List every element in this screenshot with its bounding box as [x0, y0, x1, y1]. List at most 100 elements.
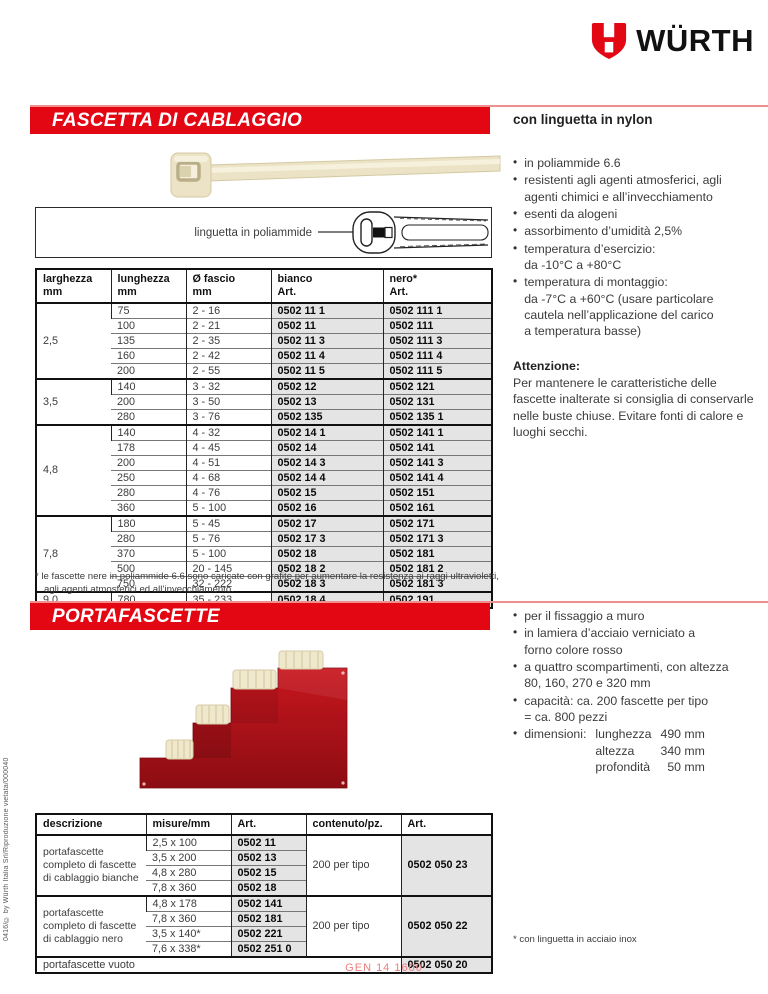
bullet-icon: • [513, 726, 518, 741]
cell-art-bianco: 0502 18 [270, 545, 383, 562]
section2-topline [30, 601, 768, 603]
cell-art-bianco: 0502 11 3 [270, 332, 383, 349]
table-row: 7,8 x 360 0502 18 [36, 879, 492, 896]
bullet-text: temperatura di montaggio: da -7°C a +60°… [524, 275, 714, 339]
cell-art: 0502 221 [230, 925, 306, 942]
bullet-icon: • [513, 223, 518, 238]
col-header-descrizione: descrizione [36, 814, 146, 836]
bullet-icon: • [513, 154, 518, 169]
attention-title: Attenzione: [513, 358, 580, 373]
cell-fascio: 3 - 76 [185, 408, 271, 425]
bullet-item: • a quattro scompartimenti, con altezza 8… [513, 659, 757, 692]
brand-text: WÜRTH [636, 23, 754, 58]
cell-art-bianco: 0502 16 [270, 499, 383, 516]
cell-lunghezza: 200 [111, 454, 186, 471]
bullet-item: • resistenti agli agenti atmosferici, agl… [513, 172, 757, 205]
cell-fascio: 20 - 145 [185, 560, 271, 577]
cell-fascio: 32 - 222 [185, 575, 271, 592]
section2-title-bar: PORTAFASCETTE [30, 603, 490, 630]
cell-lunghezza: 250 [111, 469, 186, 486]
cell-art-bianco: 0502 18 2 [270, 560, 383, 577]
cell-lunghezza: 135 [111, 332, 186, 349]
cell-fascio: 4 - 32 [185, 423, 271, 441]
cell-misure: 7,8 x 360 [146, 910, 231, 927]
dim-value: 340 mm [660, 743, 705, 758]
cell-art-nero: 0502 141 3 [382, 454, 492, 471]
section1-topline [30, 105, 768, 107]
col-header-art2: Art. [400, 814, 492, 836]
page-code: GEN 14 1600 [345, 962, 423, 974]
cell-vuoto-art: 0502 050 20 [400, 955, 492, 973]
cell-art-nero: 0502 171 3 [382, 530, 492, 547]
bullet-item: • in lamiera d’acciaio verniciato a forno… [513, 625, 757, 658]
col-header-lunghezza: lunghezza mm [110, 269, 186, 304]
cell-art-nero: 0502 151 [382, 484, 492, 501]
cell-fascio: 4 - 68 [185, 469, 271, 486]
dim-value: 50 mm [667, 760, 705, 775]
cell-art-nero: 0502 111 [382, 317, 492, 334]
cell-fascio: 5 - 45 [185, 514, 271, 532]
table-row: 7,8 x 360 0502 181 [36, 910, 492, 927]
cell-art-nero: 0502 135 1 [382, 408, 492, 425]
cell-fascio: 2 - 35 [185, 332, 271, 349]
cell-misure: 2,5 x 100 [145, 833, 231, 851]
table-header-row: descrizione misure/mm Art. contenuto/pz.… [36, 814, 492, 836]
cell-art-bianco: 0502 15 [270, 484, 383, 501]
cell-descrizione: portafascette completo di fascette di ca… [36, 894, 146, 957]
table-row: 4,8 140 4 - 32 0502 14 1 0502 141 1 [36, 423, 492, 516]
bullet-item: • temperatura di montaggio: da -7°C a +60… [513, 274, 757, 339]
cell-art-nero: 0502 111 3 [382, 332, 492, 349]
cell-art-bianco: 0502 11 4 [270, 347, 383, 364]
bullet-text: capacità: ca. 200 fascette per tipo = ca… [524, 693, 709, 725]
dim-name: altezza [595, 743, 635, 758]
table-row: 200 3 - 50 0502 13 0502 131 [36, 393, 492, 410]
cell-larghezza: 2,5 [36, 301, 111, 379]
dimensions-block: dimensioni: lunghezza 490 mm altezza 340… [524, 726, 705, 775]
bullet-icon: • [513, 205, 518, 220]
dim-label: dimensioni: [524, 727, 587, 742]
cell-art-bianco: 0502 18 3 [270, 575, 383, 592]
bullet-item: • assorbimento d’umidità 2,5% [513, 223, 757, 239]
cell-fascio: 2 - 16 [185, 301, 271, 319]
cell-art: 0502 13 [230, 849, 306, 866]
cell-misure: 4,8 x 178 [145, 894, 231, 912]
bullet-icon: • [513, 172, 518, 187]
cell-art-nero: 0502 181 [382, 545, 492, 562]
dim-name: profondità [595, 760, 651, 775]
table-row: 3,5 x 140* 0502 221 [36, 925, 492, 942]
cell-art: 0502 11 [230, 833, 306, 851]
cell-fascio: 3 - 32 [185, 377, 271, 395]
table-row: 100 2 - 21 0502 11 0502 111 [36, 317, 492, 334]
table-row: 135 2 - 35 0502 11 3 0502 111 3 [36, 332, 492, 349]
cell-art-nero: 0502 141 [382, 439, 492, 456]
bullet-text: assorbimento d’umidità 2,5% [524, 224, 683, 239]
table-row: 160 2 - 42 0502 11 4 0502 111 4 [36, 347, 492, 364]
cell-lunghezza: 178 [111, 439, 186, 456]
bullet-item: • in poliammide 6.6 [513, 155, 757, 171]
cell-lunghezza: 100 [111, 317, 186, 334]
portafascette-table: descrizione misure/mm Art. contenuto/pz.… [35, 813, 493, 974]
table-row: 7,8 180 5 - 45 0502 17 0502 171 [36, 514, 492, 592]
cell-art-nero: 0502 111 5 [382, 362, 492, 379]
wurth-logo: WÜRTH [589, 22, 754, 60]
diagram-box: linguetta in poliammide [35, 207, 492, 258]
cell-lunghezza: 370 [111, 545, 186, 562]
table-row: portafascette completo di fascette di ca… [36, 894, 492, 957]
table-header-row: larghezza mm lunghezza mm Ø fascio mm bianc… [36, 269, 492, 304]
cell-art-nero: 0502 111 4 [382, 347, 492, 364]
table-row: portafascette vuoto 0502 050 20 [36, 955, 492, 973]
edge-copyright-note: 0416/© by Würth Italia Srl/Riproduzione … [3, 757, 10, 941]
cell-lunghezza: 750 [111, 575, 186, 592]
fascette-bullet-list: • in poliammide 6.6 • resistenti agli agent… [513, 155, 757, 340]
table-row: 750 32 - 222 0502 18 3 0502 181 3 [36, 575, 492, 592]
cell-art-bianco: 0502 13 [270, 393, 383, 410]
cell-lunghezza: 140 [110, 377, 186, 395]
cell-art-bianco: 0502 17 3 [270, 530, 383, 547]
attention-text: Per mantenere le caratteristiche delle f… [513, 376, 754, 440]
cell-lunghezza: 280 [111, 484, 186, 501]
cell-vuoto-label: portafascette vuoto [36, 955, 401, 973]
table-row: 200 2 - 55 0502 11 5 0502 111 5 [36, 362, 492, 379]
cell-art: 0502 141 [230, 894, 306, 912]
cell-fascio: 4 - 76 [185, 484, 271, 501]
bullet-icon: • [513, 659, 518, 674]
